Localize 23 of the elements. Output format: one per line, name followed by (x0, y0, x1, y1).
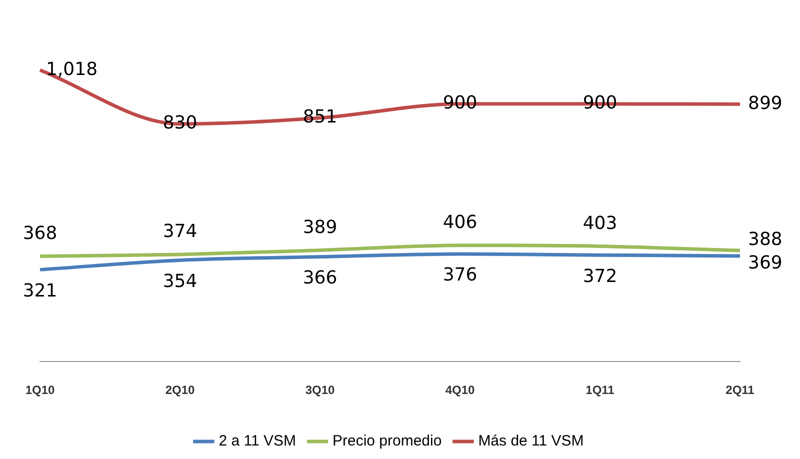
data-label: 368 (22, 222, 58, 244)
legend-label: Precio promedio (332, 432, 442, 450)
legend-label: 2 a 11 VSM (218, 432, 296, 450)
x-tick-label: 3Q10 (305, 383, 335, 398)
data-label: 372 (582, 266, 618, 287)
data-label: 374 (162, 221, 198, 242)
data-label: 388 (748, 229, 782, 250)
data-label: 321 (22, 280, 58, 302)
data-label: 389 (302, 216, 338, 238)
x-tick-label: 4Q10 (445, 383, 475, 398)
data-label: 369 (748, 252, 782, 274)
data-label: 899 (748, 92, 782, 114)
x-tick-label: 2Q11 (726, 383, 755, 398)
x-tick-label: 1Q10 (25, 383, 55, 398)
data-label: 1,018 (46, 58, 98, 80)
data-label: 403 (582, 212, 618, 234)
legend-label: Más de 11 VSM (478, 432, 584, 450)
data-label: 376 (442, 264, 478, 286)
x-tick-label: 2Q10 (165, 383, 195, 398)
data-label: 406 (442, 212, 478, 234)
data-label: 366 (302, 267, 338, 288)
x-tick-label: 1Q11 (586, 383, 615, 398)
data-label: 354 (162, 270, 198, 292)
